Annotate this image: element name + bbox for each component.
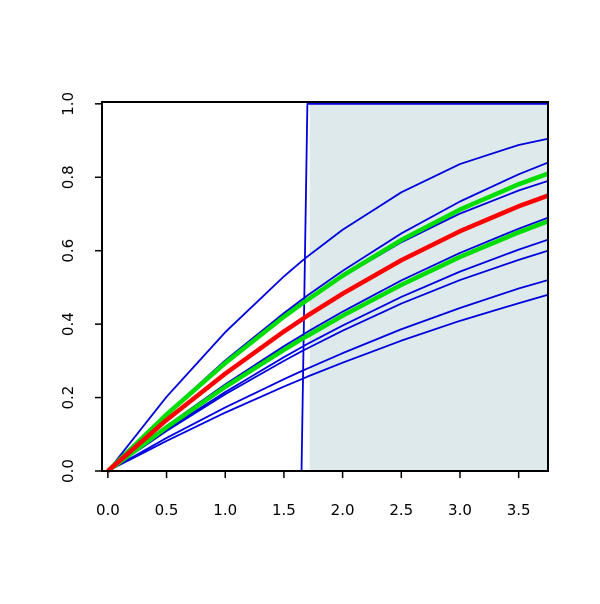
y-tick-label: 0.0: [59, 459, 77, 483]
series-line: [107, 137, 549, 472]
x-tick-label: 2.0: [331, 501, 355, 519]
plot-frame: [101, 101, 549, 472]
y-tick-label: 1.0: [59, 92, 77, 116]
shaded-region: [309, 103, 548, 472]
y-tick-label: 0.8: [59, 165, 77, 189]
y-tick-label: 0.4: [59, 312, 77, 336]
x-tick-label: 3.5: [507, 501, 531, 519]
x-tick-label: 0.0: [96, 501, 120, 519]
y-tick-label: 0.6: [59, 239, 77, 263]
series-line: [107, 238, 549, 472]
x-tick-label: 1.5: [272, 501, 296, 519]
series-line: [106, 193, 549, 473]
series-line: [106, 219, 549, 473]
series-line: [106, 171, 549, 473]
series-line: [107, 293, 549, 472]
x-tick-label: 1.0: [213, 501, 237, 519]
x-tick-label: 0.5: [155, 501, 179, 519]
y-tick-label: 0.2: [59, 386, 77, 410]
x-tick-label: 2.5: [389, 501, 413, 519]
series-line: [107, 249, 549, 472]
x-tick-label: 3.0: [448, 501, 472, 519]
series-line: [107, 279, 549, 472]
